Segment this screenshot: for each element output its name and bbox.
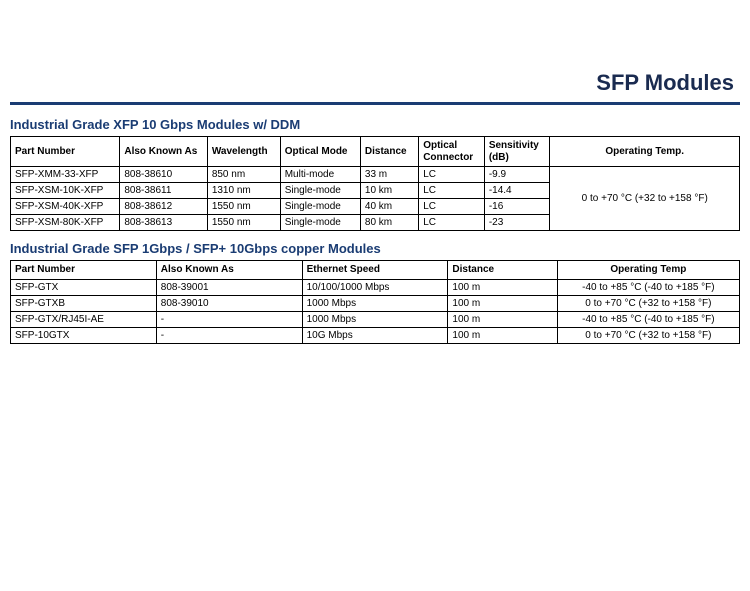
cell: SFP-GTX/RJ45I-AE (11, 311, 157, 327)
table-row: SFP-GTX/RJ45I-AE-1000 Mbps100 m-40 to +8… (11, 311, 740, 327)
cell: 80 km (360, 215, 418, 231)
cell: SFP-XMM-33-XFP (11, 167, 120, 183)
cell: - (156, 311, 302, 327)
cell: 100 m (448, 311, 557, 327)
table-row: SFP-XMM-33-XFP808-38610850 nmMulti-mode3… (11, 167, 740, 183)
cell: 0 to +70 °C (+32 to +158 °F) (557, 295, 739, 311)
col-header: Sensitivity(dB) (484, 137, 550, 167)
section-title-2: Industrial Grade SFP 1Gbps / SFP+ 10Gbps… (10, 241, 740, 256)
cell: SFP-XSM-80K-XFP (11, 215, 120, 231)
cell: 1550 nm (207, 215, 280, 231)
col-header: Operating Temp. (550, 137, 740, 167)
cell: -23 (484, 215, 550, 231)
table-row: SFP-10GTX-10G Mbps100 m0 to +70 °C (+32 … (11, 327, 740, 343)
cell: 100 m (448, 279, 557, 295)
cell: LC (419, 215, 485, 231)
cell: SFP-10GTX (11, 327, 157, 343)
cell: 808-38610 (120, 167, 207, 183)
horizontal-rule (10, 102, 740, 105)
cell: 808-39010 (156, 295, 302, 311)
col-header: Optical Mode (280, 137, 360, 167)
cell: -9.9 (484, 167, 550, 183)
cell: LC (419, 167, 485, 183)
cell: 808-38611 (120, 183, 207, 199)
page-title: SFP Modules (10, 0, 740, 102)
cell: 1550 nm (207, 199, 280, 215)
cell: 10/100/1000 Mbps (302, 279, 448, 295)
cell: 1310 nm (207, 183, 280, 199)
cell: Single-mode (280, 215, 360, 231)
cell: 33 m (360, 167, 418, 183)
col-header: OpticalConnector (419, 137, 485, 167)
xfp-table: Part NumberAlso Known AsWavelengthOptica… (10, 136, 740, 231)
table-header-row: Part NumberAlso Known AsEthernet SpeedDi… (11, 261, 740, 280)
sfp-copper-table: Part NumberAlso Known AsEthernet SpeedDi… (10, 260, 740, 344)
col-header: Part Number (11, 137, 120, 167)
cell: 40 km (360, 199, 418, 215)
cell: 808-39001 (156, 279, 302, 295)
cell: Multi-mode (280, 167, 360, 183)
cell: SFP-GTX (11, 279, 157, 295)
cell: 1000 Mbps (302, 295, 448, 311)
cell: -40 to +85 °C (-40 to +185 °F) (557, 311, 739, 327)
cell: LC (419, 199, 485, 215)
cell: - (156, 327, 302, 343)
col-header: Wavelength (207, 137, 280, 167)
col-header: Also Known As (156, 261, 302, 280)
cell: Single-mode (280, 183, 360, 199)
cell: 850 nm (207, 167, 280, 183)
col-header: Ethernet Speed (302, 261, 448, 280)
cell: Single-mode (280, 199, 360, 215)
cell: 10 km (360, 183, 418, 199)
cell: -40 to +85 °C (-40 to +185 °F) (557, 279, 739, 295)
cell: SFP-XSM-40K-XFP (11, 199, 120, 215)
cell: 100 m (448, 327, 557, 343)
col-header: Part Number (11, 261, 157, 280)
cell: 0 to +70 °C (+32 to +158 °F) (557, 327, 739, 343)
page: SFP Modules Industrial Grade XFP 10 Gbps… (0, 0, 750, 344)
col-header: Distance (360, 137, 418, 167)
cell: SFP-XSM-10K-XFP (11, 183, 120, 199)
col-header: Distance (448, 261, 557, 280)
table-row: SFP-GTX808-3900110/100/1000 Mbps100 m-40… (11, 279, 740, 295)
table-row: SFP-GTXB808-390101000 Mbps100 m0 to +70 … (11, 295, 740, 311)
cell: 808-38612 (120, 199, 207, 215)
operating-temp-cell: 0 to +70 °C (+32 to +158 °F) (550, 167, 740, 231)
cell: 808-38613 (120, 215, 207, 231)
section-title-1: Industrial Grade XFP 10 Gbps Modules w/ … (10, 117, 740, 132)
table-header-row: Part NumberAlso Known AsWavelengthOptica… (11, 137, 740, 167)
cell: 100 m (448, 295, 557, 311)
cell: 1000 Mbps (302, 311, 448, 327)
col-header: Operating Temp (557, 261, 739, 280)
cell: -14.4 (484, 183, 550, 199)
cell: -16 (484, 199, 550, 215)
cell: 10G Mbps (302, 327, 448, 343)
cell: LC (419, 183, 485, 199)
col-header: Also Known As (120, 137, 207, 167)
cell: SFP-GTXB (11, 295, 157, 311)
